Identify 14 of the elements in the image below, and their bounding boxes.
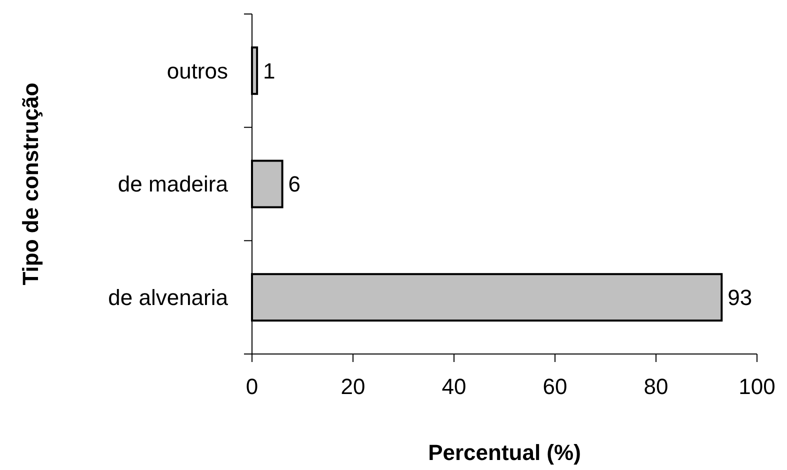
data-label: 93 — [728, 285, 752, 310]
x-tick-label: 20 — [340, 374, 366, 399]
x-tick-label: 100 — [738, 374, 776, 399]
x-tick-label: 0 — [246, 374, 258, 399]
data-label: 1 — [263, 58, 276, 84]
y-tick-label: de madeira — [118, 172, 229, 197]
x-tick-label: 60 — [542, 374, 568, 399]
y-tick-label: de alvenaria — [108, 285, 229, 310]
data-label: 6 — [288, 172, 301, 197]
y-tick-label: outros — [166, 58, 228, 84]
x-axis-title: Percentual (%) — [428, 440, 581, 465]
y-axis-title: Tipo de construção — [18, 82, 43, 286]
x-tick-label: 40 — [442, 374, 466, 399]
x-tick-label: 80 — [644, 374, 668, 399]
